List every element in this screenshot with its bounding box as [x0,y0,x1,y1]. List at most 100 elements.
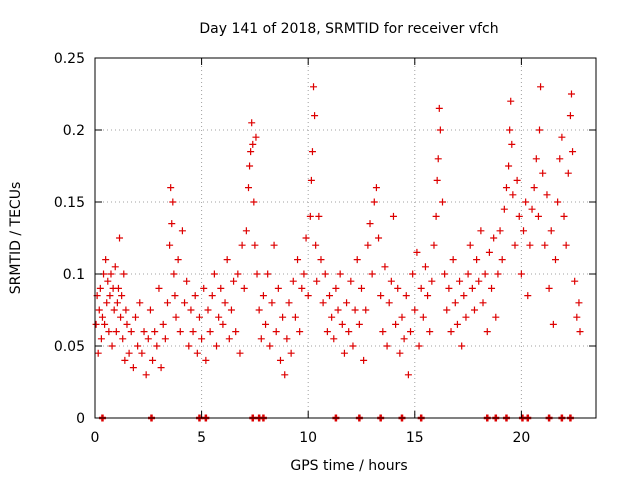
data-point [112,328,120,336]
data-point [97,335,105,343]
data-point [125,349,133,357]
data-point [132,313,140,321]
data-point [347,277,355,285]
data-point [255,306,263,314]
data-point [404,371,412,379]
data-point [569,148,577,156]
data-point [249,140,257,148]
data-point [351,306,359,314]
data-point [259,292,267,300]
data-point [134,342,142,350]
data-point [573,313,581,321]
x-tick-label: 5 [197,430,206,446]
data-point [146,306,154,314]
data-point [483,328,491,336]
data-point [506,126,514,134]
data-point [566,112,574,120]
data-point [426,328,434,336]
data-point [387,277,395,285]
data-point [357,284,365,292]
data-point [541,241,549,249]
data-point [534,212,542,220]
y-axis-label: SRMTID / TECUs [8,182,24,295]
data-point [392,320,400,328]
data-point [549,320,557,328]
y-tick-label: 0.25 [54,51,85,67]
data-point [118,292,126,300]
data-point [338,320,346,328]
data-point [332,284,340,292]
data-point [479,299,487,307]
data-point [502,184,510,192]
data-point [308,148,316,156]
data-point [370,198,378,206]
data-point [389,212,397,220]
data-point [381,263,389,271]
data-point [208,292,216,300]
data-point [554,198,562,206]
data-point [556,155,564,163]
data-point [121,356,129,364]
data-point [468,284,476,292]
data-point [306,212,314,220]
data-point [494,270,502,278]
data-point [96,284,104,292]
data-point [475,277,483,285]
data-point [232,328,240,336]
data-point [102,256,110,264]
data-point [349,342,357,350]
data-point [343,299,351,307]
data-point [539,169,547,177]
data-point [138,349,146,357]
data-point [183,277,191,285]
data-point [252,133,260,141]
data-point [111,263,119,271]
data-point [473,256,481,264]
data-point [159,320,167,328]
data-point [560,212,568,220]
data-point [511,241,519,249]
data-point [317,256,325,264]
data-point [153,342,161,350]
data-point [530,184,538,192]
data-point [262,320,270,328]
data-point [319,299,327,307]
data-point [576,328,584,336]
data-point [409,270,417,278]
data-point [244,184,252,192]
data-point [230,277,238,285]
data-point [116,234,124,242]
data-point [368,270,376,278]
data-point [524,292,532,300]
data-point [415,342,423,350]
data-point [366,220,374,228]
data-point [217,284,225,292]
data-point [340,349,348,357]
data-point [345,328,353,336]
data-point [400,335,408,343]
data-point [242,227,250,235]
data-point [456,277,464,285]
data-point [362,306,370,314]
data-point [430,241,438,249]
data-point [312,241,320,249]
data-point [411,306,419,314]
data-point [98,313,106,321]
data-point [236,349,244,357]
y-tick-label: 0.2 [63,123,85,139]
data-point [213,342,221,350]
data-point [460,292,468,300]
data-point [513,176,521,184]
data-point [543,191,551,199]
data-point [221,299,229,307]
data-point [227,306,235,314]
plot-frame [94,57,597,419]
data-point [490,234,498,242]
data-point [264,270,272,278]
data-point [161,335,169,343]
data-point [101,320,109,328]
data-point [200,284,208,292]
data-point [178,227,186,235]
data-point [517,270,525,278]
